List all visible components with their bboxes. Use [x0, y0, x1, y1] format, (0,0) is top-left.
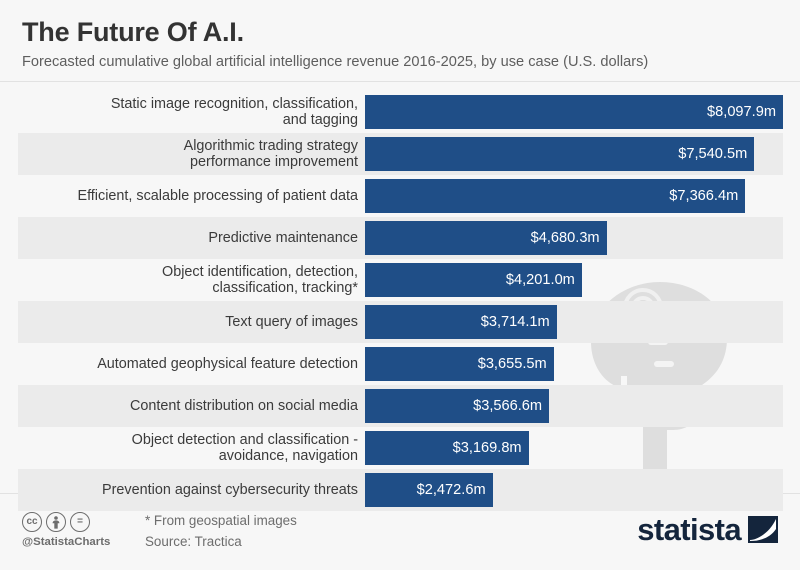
bar-category-label: Object identification, detection, classi… — [162, 263, 358, 296]
table-row: Prevention against cybersecurity threats… — [0, 469, 800, 511]
bar-category-label: Automated geophysical feature detection — [97, 355, 358, 372]
bar-track: $4,201.0m — [365, 263, 783, 297]
table-row: Content distribution on social media $3,… — [0, 385, 800, 427]
table-row: Efficient, scalable processing of patien… — [0, 175, 800, 217]
statista-wordmark: statista — [637, 512, 741, 547]
bar-category-label: Text query of images — [225, 313, 358, 330]
bar-track: $3,714.1m — [365, 305, 783, 339]
bar-value-label: $3,566.6m — [473, 398, 543, 414]
bar[interactable]: $7,366.4m — [365, 179, 746, 213]
bar[interactable]: $8,097.9m — [365, 95, 783, 129]
bar[interactable]: $2,472.6m — [365, 473, 493, 507]
bar-track: $3,566.6m — [365, 389, 783, 423]
attribution-person-icon[interactable] — [46, 512, 66, 532]
bar-value-label: $7,366.4m — [669, 188, 739, 204]
bar-value-label: $8,097.9m — [707, 104, 776, 120]
bar-value-label: $4,201.0m — [505, 272, 575, 288]
bar-value-label: $4,680.3m — [530, 230, 600, 246]
bar-category-label: Predictive maintenance — [208, 229, 358, 246]
table-row: Automated geophysical feature detection … — [0, 343, 800, 385]
bar-value-label: $2,472.6m — [416, 482, 486, 498]
bar-category-label: Object detection and classification - av… — [131, 431, 358, 464]
bar[interactable]: $7,540.5m — [365, 137, 755, 171]
creative-commons-icons: cc = — [22, 512, 142, 532]
table-row: Algorithmic trading strategy performance… — [0, 133, 800, 175]
bar-track: $3,169.8m — [365, 431, 783, 465]
bar-value-label: $7,540.5m — [678, 146, 748, 162]
bar-track: $8,097.9m — [365, 95, 783, 129]
chart-header: The Future Of A.I. Forecasted cumulative… — [0, 0, 800, 82]
bar[interactable]: $3,169.8m — [365, 431, 529, 465]
bar-track: $7,366.4m — [365, 179, 783, 213]
table-row: Text query of images $3,714.1m — [0, 301, 800, 343]
cc-icon[interactable]: cc — [22, 512, 42, 532]
bar-category-label: Static image recognition, classification… — [110, 95, 358, 128]
creative-commons-block: cc = @StatistaCharts — [22, 512, 142, 548]
bar-category-label: Content distribution on social media — [130, 397, 358, 414]
bar-category-label: Efficient, scalable processing of patien… — [77, 187, 358, 204]
statista-charts-handle: @StatistaCharts — [22, 536, 111, 548]
bar-track: $7,540.5m — [365, 137, 783, 171]
statista-swoosh-icon — [748, 516, 778, 543]
table-row: Object identification, detection, classi… — [0, 259, 800, 301]
bar[interactable]: $4,201.0m — [365, 263, 582, 297]
chart-area: Static image recognition, classification… — [0, 82, 800, 511]
table-row: Object detection and classification - av… — [0, 427, 800, 469]
footnote-text: * From geospatial images — [145, 513, 297, 528]
bar-category-label: Algorithmic trading strategy performance… — [183, 137, 358, 170]
bar-category-label: Prevention against cybersecurity threats — [102, 481, 358, 498]
bar[interactable]: $3,566.6m — [365, 389, 550, 423]
page-title: The Future Of A.I. — [22, 17, 244, 47]
bar[interactable]: $4,680.3m — [365, 221, 607, 255]
footer-notes: * From geospatial images Source: Tractic… — [145, 511, 297, 553]
bar-track: $2,472.6m — [365, 473, 783, 507]
page-subtitle: Forecasted cumulative global artificial … — [22, 53, 649, 70]
table-row: Static image recognition, classification… — [0, 91, 800, 133]
bar-value-label: $3,169.8m — [452, 440, 522, 456]
statista-logo[interactable]: statista — [637, 514, 778, 545]
table-row: Predictive maintenance $4,680.3m — [0, 217, 800, 259]
bar-value-label: $3,655.5m — [477, 356, 547, 372]
bar[interactable]: $3,655.5m — [365, 347, 554, 381]
bar-value-label: $3,714.1m — [480, 314, 550, 330]
source-text: Source: Tractica — [145, 533, 242, 549]
bar-track: $4,680.3m — [365, 221, 783, 255]
bar-rows: Static image recognition, classification… — [0, 82, 800, 511]
bar-track: $3,655.5m — [365, 347, 783, 381]
no-derivatives-equals-icon[interactable]: = — [70, 512, 90, 532]
bar[interactable]: $3,714.1m — [365, 305, 557, 339]
